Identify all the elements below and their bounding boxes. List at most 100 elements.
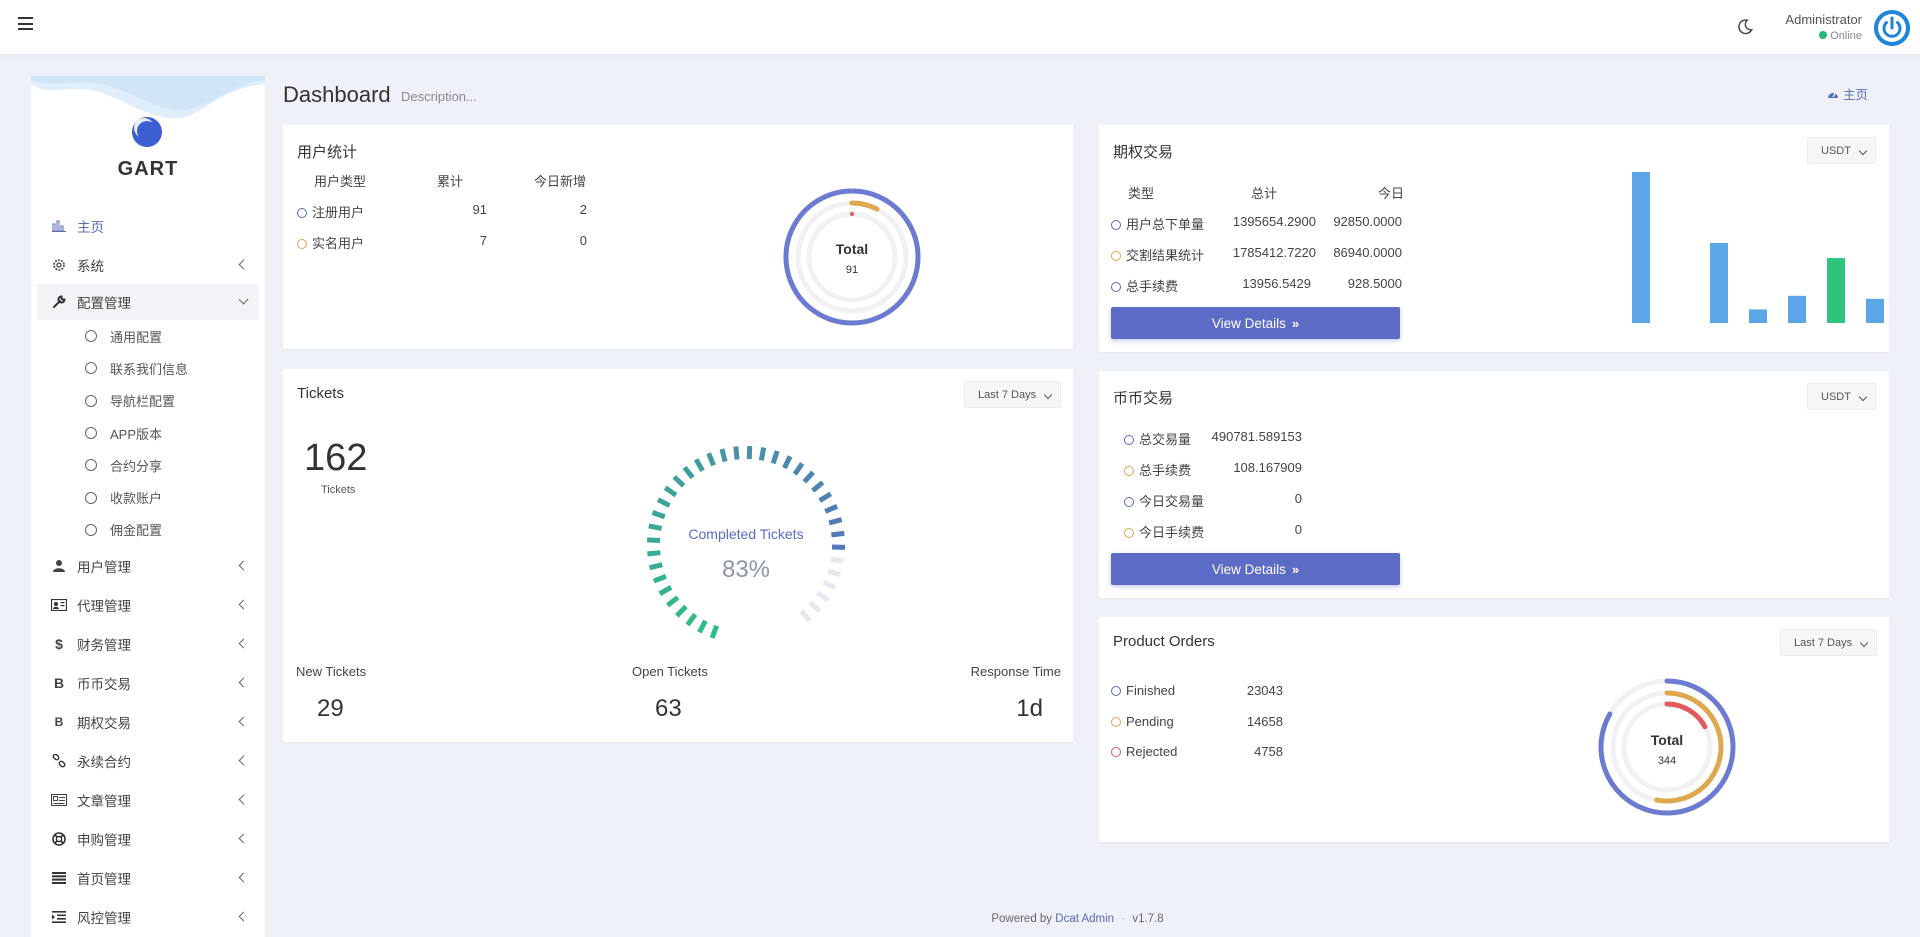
row-label: Finished: [1126, 683, 1176, 698]
gauge-segment: [758, 447, 767, 461]
breadcrumb-home[interactable]: 主页: [1842, 88, 1868, 102]
gauge-segment: [663, 485, 678, 498]
chevron-left-icon: [238, 755, 249, 766]
tickets-count: 162: [304, 437, 368, 479]
circle-icon: [297, 239, 307, 249]
options-trading-card: 期权交易 USDT 类型 总计 今日 用户总下单量 1395654.2900 9…: [1099, 125, 1889, 352]
sidebar-item-label: 用户管理: [77, 559, 131, 575]
column-header: 类型: [1128, 186, 1155, 201]
sidebar-item-options-trading[interactable]: B 期权交易: [37, 702, 259, 741]
logo-text: GART: [117, 158, 179, 180]
sidebar-subitem-general-config[interactable]: 通用配置: [37, 320, 259, 352]
gauge-segment: [656, 497, 671, 508]
sidebar-item-subscription[interactable]: 申购管理: [37, 819, 259, 858]
sidebar-subitem-contact-info[interactable]: 联系我们信息: [37, 352, 259, 384]
row-value: 2: [579, 202, 587, 217]
circle-icon: [1111, 747, 1121, 757]
circle-icon: [1111, 717, 1121, 727]
bitcoin-small-icon: B: [54, 714, 64, 729]
gauge-segment: [706, 452, 716, 467]
list-item: 总手续费 108.167909: [1124, 460, 1384, 479]
circle-icon: [297, 208, 307, 218]
card-title: Tickets: [297, 385, 344, 402]
breadcrumb[interactable]: 主页: [1827, 84, 1868, 103]
sidebar-item-users[interactable]: 用户管理: [37, 546, 259, 585]
sidebar-item-config[interactable]: 配置管理: [37, 284, 259, 320]
sidebar-item-finance[interactable]: $ 财务管理: [37, 624, 259, 663]
options-view-details-button[interactable]: View Details»: [1111, 307, 1400, 339]
sidebar-item-label: 永续合约: [77, 754, 131, 770]
sidebar-item-articles[interactable]: 文章管理: [37, 780, 259, 819]
gart-logo-icon: [132, 117, 162, 147]
date-range-select[interactable]: Last 7 Days: [964, 381, 1062, 408]
gauge-segment: [682, 465, 695, 480]
currency-select[interactable]: USDT: [1807, 137, 1876, 164]
circle-icon: [85, 427, 97, 440]
circle-icon: [1111, 251, 1121, 261]
currency-select[interactable]: USDT: [1807, 383, 1876, 410]
sidebar-subitem-payment-account[interactable]: 收款账户: [37, 481, 259, 513]
column-header: 累计: [437, 174, 464, 189]
dark-mode-icon[interactable]: [1736, 18, 1754, 36]
online-dot-icon: [1819, 31, 1828, 39]
sidebar-item-risk[interactable]: 风控管理: [37, 897, 259, 936]
sidebar-item-label: 首页管理: [77, 871, 131, 887]
chevron-left-icon: [238, 599, 249, 610]
gauge-segment: [792, 462, 805, 476]
stat-label: Open Tickets: [632, 664, 708, 679]
menu-toggle-icon[interactable]: [18, 17, 33, 30]
gauge-label: Completed Tickets: [688, 526, 804, 542]
ring-注册用户: [783, 188, 921, 326]
donut-label: Total: [835, 241, 869, 257]
bar-1: [1632, 172, 1650, 323]
ring-Finished: [1598, 678, 1736, 816]
user-panel[interactable]: Administrator Online: [1785, 12, 1862, 42]
row-value: 14658: [1246, 714, 1283, 729]
sidebar-item-home[interactable]: 主页: [37, 206, 259, 245]
chevron-left-icon: [238, 560, 249, 571]
circle-icon: [1124, 435, 1134, 445]
sidebar-subitem-app-version[interactable]: APP版本: [37, 417, 259, 449]
row-label: 总手续费: [1139, 463, 1192, 478]
top-navbar: Administrator Online: [0, 0, 1920, 54]
gauge-segment: [830, 556, 845, 564]
sidebar-item-perpetual[interactable]: 永续合约: [37, 741, 259, 780]
sidebar-item-coin-trading[interactable]: B 币币交易: [37, 663, 259, 702]
link-icon: [51, 753, 67, 769]
list-icon: [51, 870, 67, 886]
gauge-segment: [831, 530, 845, 538]
footer-version: v1.7.8: [1132, 913, 1164, 925]
coin-view-details-button[interactable]: View Details»: [1111, 553, 1400, 585]
row-label: 总交易量: [1139, 432, 1192, 447]
row-label: 交割结果统计: [1126, 248, 1205, 263]
column-header: 用户类型: [314, 174, 367, 189]
footer-link[interactable]: Dcat Admin: [1055, 913, 1115, 925]
gauge-segment: [697, 619, 708, 634]
ring-Pending: [1654, 690, 1724, 804]
sidebar-item-system[interactable]: 系统: [37, 245, 259, 284]
table-row: 实名用户 7 0: [297, 233, 607, 252]
product-orders-card: Product Orders Last 7 Days Finished 2304…: [1099, 617, 1889, 842]
sidebar-subitem-nav-config[interactable]: 导航栏配置: [37, 385, 259, 417]
page-description: Description...: [401, 89, 477, 104]
row-value: 7: [479, 233, 487, 248]
circle-icon: [85, 362, 97, 375]
chevron-left-icon: [238, 716, 249, 727]
life-ring-icon: [51, 831, 67, 847]
avatar[interactable]: [1874, 10, 1910, 46]
sidebar-item-homepage[interactable]: 首页管理: [37, 858, 259, 897]
row-value: 1785412.7220: [1232, 245, 1316, 260]
coin-trading-card: 币币交易 USDT 总交易量 490781.589153 总手续费 108.16…: [1099, 371, 1889, 598]
circle-icon: [1124, 497, 1134, 507]
sidebar-item-label: 财务管理: [77, 637, 131, 653]
sidebar-subitem-commission-config[interactable]: 佣金配置: [37, 514, 259, 546]
donut-value: 91: [845, 264, 859, 276]
sidebar-item-agents[interactable]: 代理管理: [37, 585, 259, 624]
stat-label: New Tickets: [296, 664, 367, 679]
row-value: 928.5000: [1347, 276, 1402, 291]
ring-Rejected: [1664, 701, 1708, 730]
gauge-segment: [648, 523, 663, 531]
date-range-select[interactable]: Last 7 Days: [1780, 629, 1878, 656]
sidebar-subitem-contract-share[interactable]: 合约分享: [37, 449, 259, 481]
list-item: 今日交易量 0: [1124, 491, 1384, 510]
